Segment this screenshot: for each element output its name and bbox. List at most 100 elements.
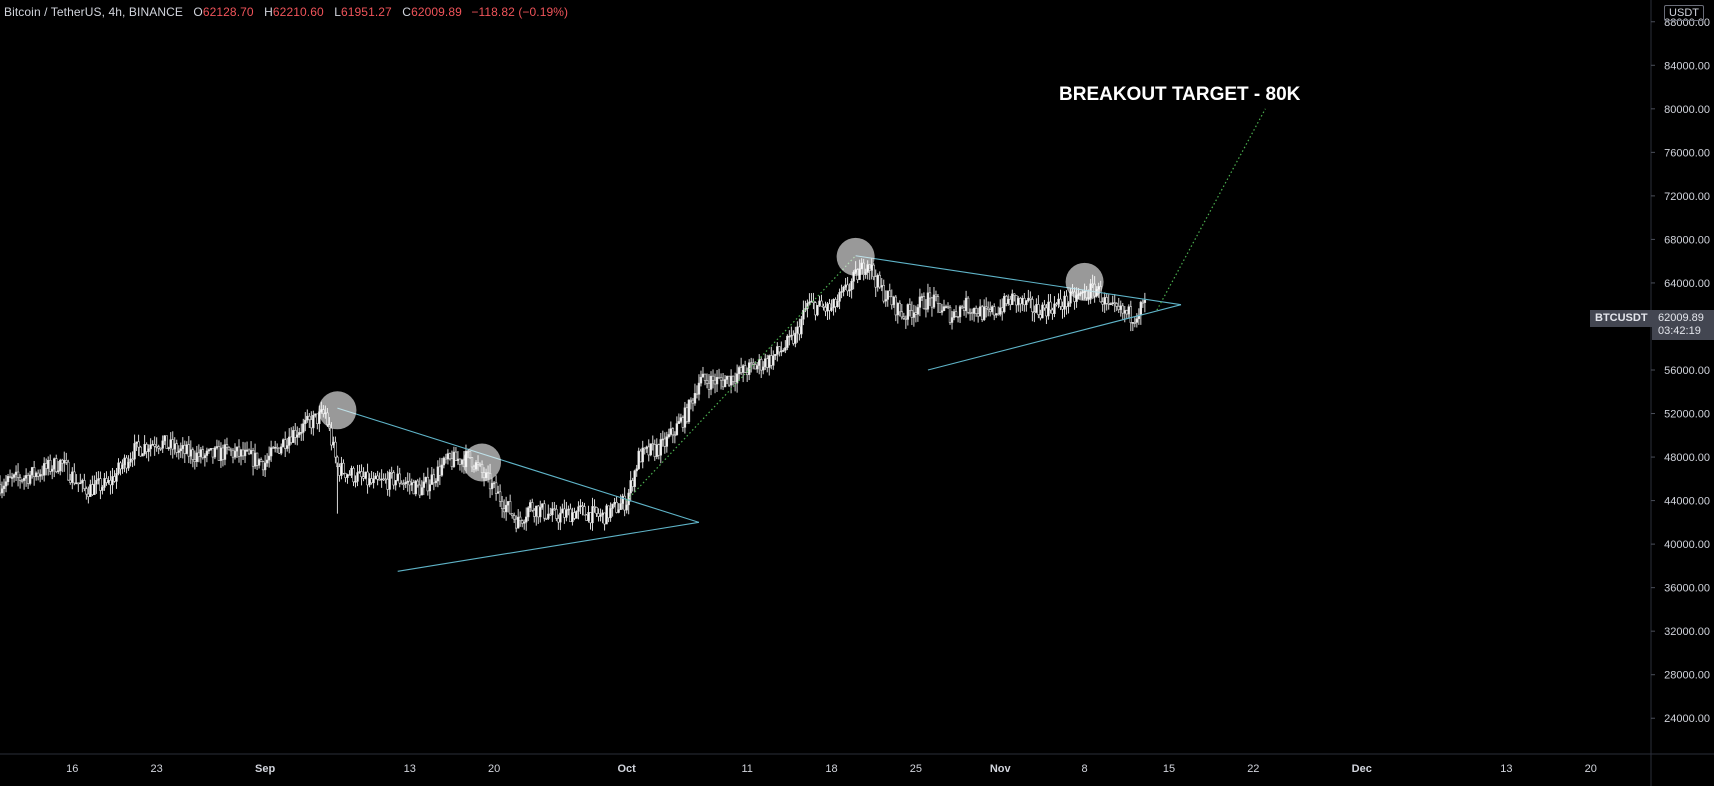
- candle-body: [392, 472, 395, 486]
- candle-body: [195, 452, 199, 462]
- candle-body: [637, 450, 640, 470]
- candle-body: [623, 495, 626, 511]
- candle-body: [127, 461, 130, 469]
- candle-body: [215, 446, 219, 449]
- candle-body: [984, 306, 988, 309]
- candle-body: [213, 447, 217, 458]
- candle-body: [304, 419, 307, 425]
- candle-body: [786, 335, 789, 348]
- candle-body: [713, 379, 717, 385]
- triangle-2-upper: [855, 255, 1182, 306]
- candle-body: [972, 307, 976, 314]
- candle-body: [573, 512, 576, 519]
- candle-body: [569, 508, 572, 523]
- candle-body: [956, 316, 960, 318]
- candle-body: [936, 296, 940, 304]
- candle-body: [360, 471, 363, 477]
- candle-body: [183, 445, 186, 454]
- candle-body: [143, 444, 146, 455]
- candle-body: [986, 307, 990, 310]
- x-tick-label: 15: [1163, 763, 1175, 775]
- candle-body: [61, 459, 64, 464]
- candle-body: [914, 312, 918, 315]
- candle-body: [743, 365, 747, 373]
- currency-button[interactable]: USDT: [1664, 5, 1704, 21]
- candle-body: [434, 480, 438, 484]
- symbol-label: Bitcoin / TetherUS, 4h, BINANCE: [4, 5, 183, 19]
- candle-body: [595, 507, 598, 514]
- candle-body: [101, 487, 104, 491]
- candle-body: [165, 435, 168, 449]
- candle-body: [412, 482, 415, 495]
- open-key: O: [193, 5, 203, 19]
- candle-body: [310, 419, 313, 429]
- candle-body: [597, 513, 600, 517]
- candle-body: [312, 414, 315, 429]
- candle-body: [24, 475, 28, 479]
- candle-body: [589, 512, 592, 524]
- candle-body: [2, 485, 6, 489]
- high-key: H: [264, 5, 273, 19]
- candle-body: [547, 513, 550, 519]
- candle-body: [87, 493, 90, 497]
- close-value: 62009.89: [411, 5, 462, 19]
- candle-body: [579, 505, 582, 508]
- last-price-tag: 62009.89 03:42:19: [1652, 310, 1714, 340]
- candle-body: [79, 482, 82, 485]
- candle-body: [44, 463, 48, 469]
- candle-body: [880, 285, 883, 288]
- candle-body: [350, 468, 353, 476]
- candle-body: [818, 300, 821, 306]
- candle-body: [422, 481, 425, 488]
- candle-body: [902, 316, 906, 319]
- candle-body: [621, 495, 624, 504]
- candle-body: [111, 476, 114, 486]
- candle-body: [794, 332, 797, 344]
- candle-body: [47, 459, 50, 469]
- candle-body: [418, 484, 421, 496]
- candle-body: [920, 296, 924, 298]
- candle-body: [898, 302, 902, 313]
- breakout-target-label: BREAKOUT TARGET - 80K: [1059, 84, 1301, 105]
- candle-body: [414, 480, 417, 495]
- candle-body: [65, 460, 68, 463]
- candle-body: [677, 421, 681, 424]
- candle-body: [380, 478, 383, 481]
- candle-body: [265, 459, 269, 464]
- candle-body: [438, 466, 442, 476]
- candle-body: [697, 382, 701, 395]
- breakout-projection: [1156, 108, 1266, 311]
- candle-body: [529, 502, 532, 509]
- change-value: −118.82 (−0.19%): [471, 5, 569, 19]
- candle-body: [1101, 301, 1104, 305]
- candle-body: [832, 299, 835, 309]
- candle-body: [966, 297, 970, 313]
- candle-body: [362, 476, 365, 479]
- candle-body: [894, 296, 897, 316]
- candle-body: [14, 471, 18, 475]
- candle-body: [645, 446, 648, 449]
- x-tick-label: 16: [66, 763, 78, 775]
- candle-body: [247, 449, 251, 455]
- candle-body: [372, 478, 375, 484]
- candle-body: [300, 432, 303, 434]
- candle-body: [709, 375, 713, 390]
- candle-body: [762, 366, 765, 371]
- candle-body: [430, 474, 434, 485]
- candle-body: [551, 508, 554, 516]
- candle-body: [1125, 310, 1128, 315]
- candle-body: [201, 449, 205, 459]
- candle-body: [444, 457, 448, 460]
- candle-body: [34, 472, 38, 478]
- candle-body: [428, 484, 432, 492]
- candle-body: [235, 446, 239, 452]
- candle-body: [565, 509, 568, 518]
- candle-body: [4, 481, 8, 487]
- candle-body: [243, 449, 247, 457]
- ohlc-legend: Bitcoin / TetherUS, 4h, BINANCE O62128.7…: [4, 5, 568, 19]
- candle-body: [12, 474, 16, 478]
- candle-body: [49, 459, 52, 472]
- candle-body: [1053, 303, 1056, 314]
- candle-body: [348, 474, 351, 476]
